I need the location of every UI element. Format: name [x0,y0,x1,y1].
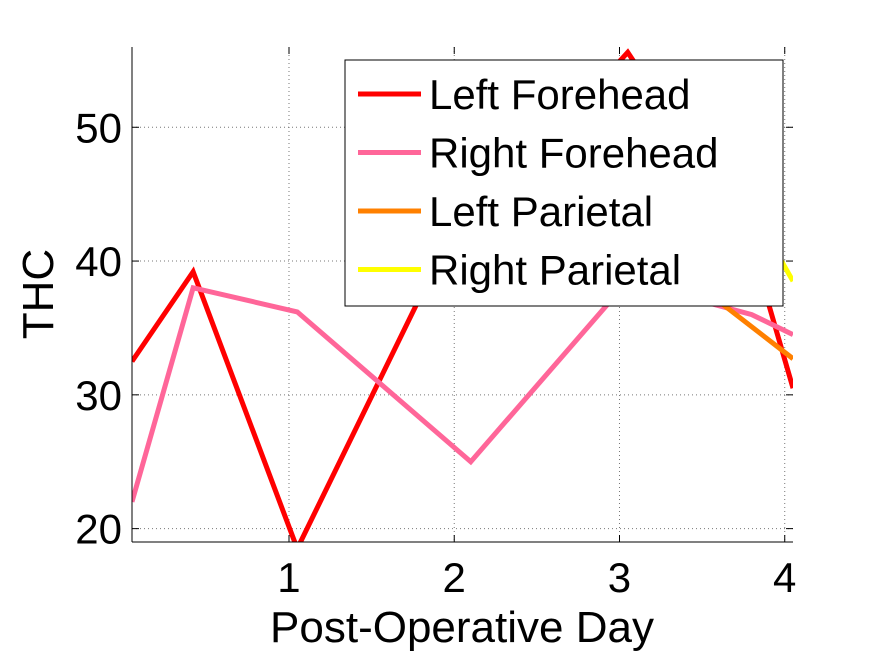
x-tick-label: 3 [608,554,631,601]
x-axis-label: Post-Operative Day [270,603,654,652]
legend-label-4: Right Parietal [429,247,681,294]
x-tick-label: 2 [443,554,466,601]
x-tick-label: 1 [277,554,300,601]
y-tick-label: 40 [75,238,122,285]
y-tick-label: 20 [75,506,122,553]
legend: Left Forehead Right Forehead Left Parietal… [344,59,784,307]
series-line-3 [717,299,793,361]
legend-label-2: Right Forehead [429,130,719,177]
grid [132,47,793,542]
y-tick-label: 30 [75,372,122,419]
y-axis-label: THC [14,249,63,339]
legend-label-3: Left Parietal [429,188,653,235]
legend-box [344,59,784,307]
x-tick-label: 4 [773,554,796,601]
legend-label-1: Left Forehead [429,71,691,118]
series-line-2 [132,278,793,503]
axes: 1 2 3 4 20 30 40 50 [75,47,796,601]
y-tick-label: 50 [75,104,122,151]
